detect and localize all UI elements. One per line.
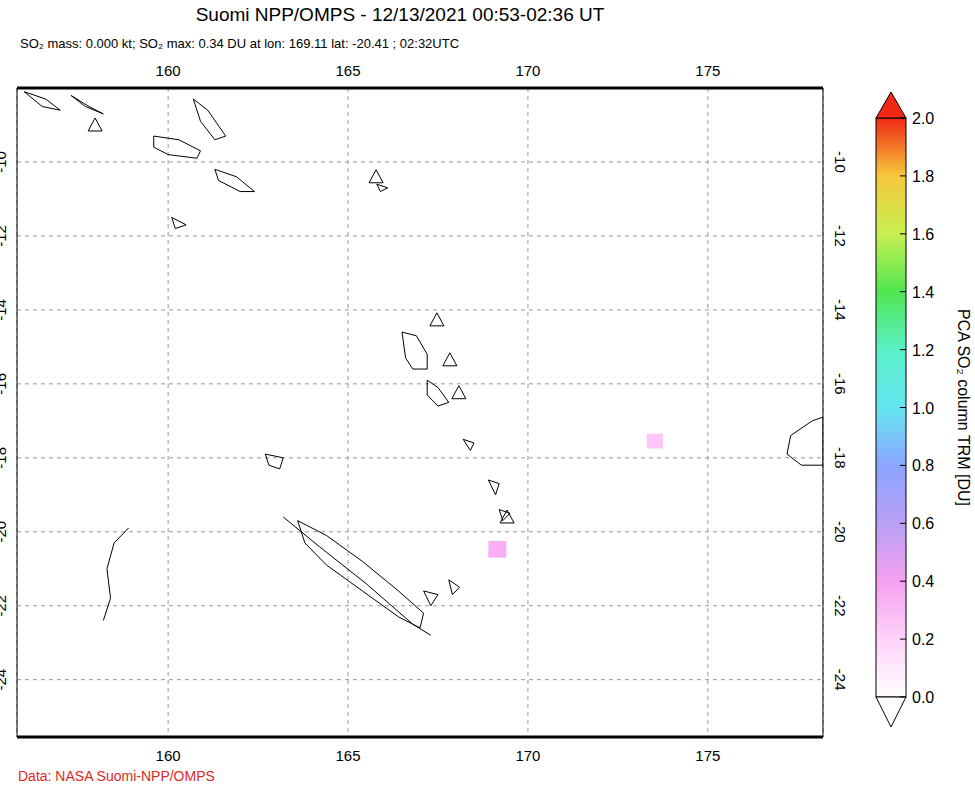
svg-text:-18: -18 <box>832 447 849 469</box>
html-text:Data: NASA Suomi-NPP/OMPS: Data: NASA Suomi-NPP/OMPS <box>18 768 215 784</box>
svg-text:-14: -14 <box>832 299 849 321</box>
svg-text:165: 165 <box>336 62 361 79</box>
svg-text:160: 160 <box>156 62 181 79</box>
html-text:Suomi NPP/OMPS - 12/13/2021 00: Suomi NPP/OMPS - 12/13/2021 00:53-02:36 … <box>195 4 605 25</box>
svg-text:170: 170 <box>515 62 540 79</box>
svg-text:-24: -24 <box>8 669 9 691</box>
svg-text:1.6: 1.6 <box>912 226 934 243</box>
svg-text:0.4: 0.4 <box>912 573 934 590</box>
svg-text:0.6: 0.6 <box>912 515 934 532</box>
svg-text:-16: -16 <box>8 373 9 395</box>
svg-text:0.8: 0.8 <box>912 457 934 474</box>
svg-text:165: 165 <box>336 747 361 764</box>
svg-text:160: 160 <box>156 747 181 764</box>
svg-text:1.0: 1.0 <box>912 400 934 417</box>
svg-text:-16: -16 <box>832 373 849 395</box>
html-text:SO₂ mass: 0.000 kt; SO₂ max: 0: SO₂ mass: 0.000 kt; SO₂ max: 0.34 DU at … <box>20 36 460 51</box>
svg-text:0.0: 0.0 <box>912 689 934 706</box>
svg-text:PCA SO₂ column TRM [DU]: PCA SO₂ column TRM [DU] <box>955 309 967 506</box>
svg-text:-20: -20 <box>8 521 9 543</box>
svg-text:-10: -10 <box>832 151 849 173</box>
svg-text:-12: -12 <box>8 225 9 247</box>
svg-text:-14: -14 <box>8 299 9 321</box>
svg-text:-10: -10 <box>8 151 9 173</box>
svg-text:0.2: 0.2 <box>912 631 934 648</box>
svg-text:-24: -24 <box>832 669 849 691</box>
svg-text:-20: -20 <box>832 521 849 543</box>
svg-text:1.4: 1.4 <box>912 284 934 301</box>
svg-text:2.0: 2.0 <box>912 110 934 127</box>
svg-text:-18: -18 <box>8 447 9 469</box>
svg-text:1.2: 1.2 <box>912 342 934 359</box>
svg-text:175: 175 <box>695 747 720 764</box>
svg-text:-22: -22 <box>8 595 9 617</box>
svg-text:-12: -12 <box>832 225 849 247</box>
svg-text:170: 170 <box>515 747 540 764</box>
svg-text:1.8: 1.8 <box>912 168 934 185</box>
svg-text:175: 175 <box>695 62 720 79</box>
svg-text:-22: -22 <box>832 595 849 617</box>
